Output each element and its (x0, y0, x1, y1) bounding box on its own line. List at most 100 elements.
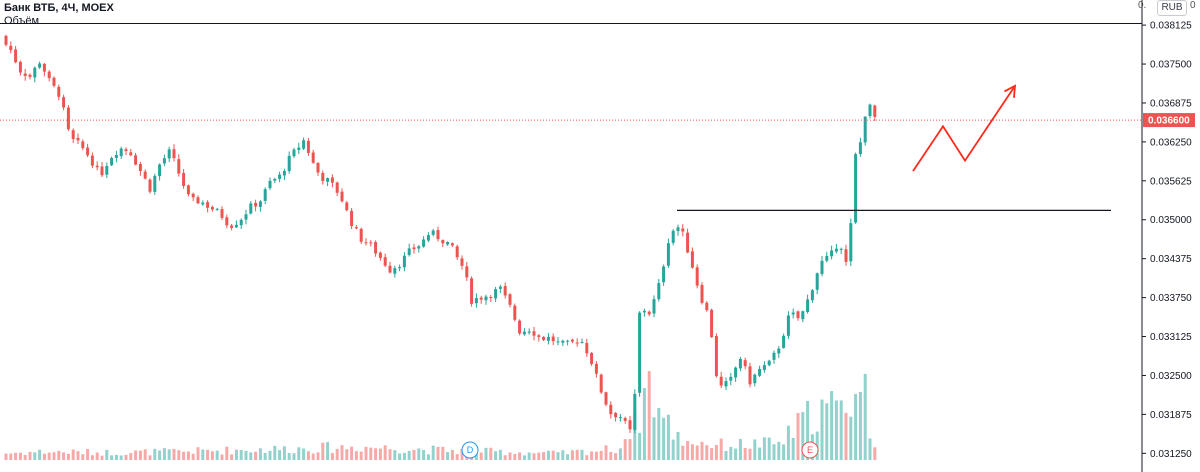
candle (278, 171, 282, 183)
candle-body (119, 148, 123, 157)
candle (330, 174, 334, 188)
candle (570, 338, 574, 344)
volume-bar (114, 454, 118, 460)
volume-bar (700, 441, 704, 460)
candle-body (393, 268, 397, 274)
volume-layer (4, 371, 877, 460)
candle (369, 240, 373, 247)
candle (138, 161, 142, 176)
volume-bar (186, 451, 190, 460)
candle (81, 139, 85, 151)
volume-bar (801, 412, 805, 460)
candle (158, 163, 162, 181)
volume-bar (76, 451, 80, 460)
candle (599, 373, 603, 394)
candle (681, 224, 685, 237)
volume-bar (158, 450, 162, 460)
volume-bar (738, 438, 742, 460)
candle (590, 351, 594, 366)
candle-body (330, 177, 334, 183)
candle (398, 264, 402, 272)
candle (662, 264, 666, 286)
event-marker-e[interactable]: E (801, 441, 819, 459)
volume-bar (388, 449, 392, 460)
candle (450, 242, 454, 248)
price-tick-label: 0.031875 (1150, 410, 1192, 421)
candle-body (302, 140, 306, 149)
candle (354, 224, 358, 230)
candle-body (431, 230, 435, 235)
candle (335, 181, 339, 197)
candle (177, 154, 181, 177)
candle-body (263, 189, 267, 201)
candle (537, 334, 541, 342)
candle-body (345, 202, 349, 211)
candle-body (201, 202, 205, 205)
candle (95, 161, 99, 171)
volume-bar (350, 446, 354, 460)
candle (422, 236, 426, 248)
candle (532, 326, 536, 341)
volume-bar (311, 453, 315, 460)
candle-body (206, 202, 210, 208)
price-tick-label: 0.038125 (1150, 21, 1192, 32)
candle (378, 251, 382, 261)
candle-body (114, 155, 118, 158)
candle (316, 162, 320, 176)
volume-bar (393, 450, 397, 460)
volume-bar (686, 441, 690, 460)
candle (388, 261, 392, 274)
candle-body (690, 251, 694, 268)
candle-body (618, 417, 622, 419)
candle-body (609, 404, 613, 415)
volume-bar (66, 453, 70, 460)
candle-body (743, 360, 747, 367)
candle-body (143, 171, 147, 179)
candle-body (129, 152, 133, 156)
candle (686, 228, 690, 254)
candle-body (4, 35, 8, 45)
volume-bar (710, 448, 714, 460)
volume-bar (796, 413, 800, 460)
volume-bar (638, 432, 642, 460)
candle-body (676, 227, 680, 232)
price-axis: 0.038125 0.037500 0.036875 0.036250 0.035625… (1141, 0, 1195, 472)
candle-body (796, 311, 800, 319)
event-marker-d[interactable]: D (461, 441, 479, 459)
candle-body (162, 158, 166, 164)
candle (820, 255, 824, 277)
candle (268, 177, 272, 191)
candles-layer (4, 34, 877, 434)
volume-bar (479, 452, 483, 460)
volume-bar (220, 454, 224, 460)
candle (162, 154, 166, 167)
volume-bar (551, 450, 555, 460)
candle (594, 360, 598, 378)
volume-bar (177, 450, 181, 460)
candle-body (561, 340, 565, 343)
candle-body (90, 155, 94, 166)
volume-bar (374, 448, 378, 460)
candle-body (700, 284, 704, 303)
volume-bar (148, 455, 152, 460)
candle-body (191, 193, 195, 198)
candle-body (287, 155, 291, 172)
volume-bar (23, 454, 27, 460)
volume-bar (369, 447, 373, 460)
currency-button[interactable]: RUB (1157, 0, 1187, 16)
candle-body (508, 294, 512, 305)
symbol-title: Банк ВТБ, 4Ч, MOEX (4, 2, 114, 14)
candle (52, 76, 56, 88)
volume-label: Объём (4, 15, 40, 27)
volume-bar (633, 411, 637, 460)
volume-bar (278, 450, 282, 460)
candle-body (825, 256, 829, 261)
volume-bar (695, 445, 699, 460)
volume-bar (258, 448, 262, 460)
volume-bar (196, 447, 200, 460)
candle (614, 411, 618, 422)
candle-body (815, 273, 819, 290)
volume-bar (225, 446, 229, 460)
candle-body (810, 290, 814, 301)
